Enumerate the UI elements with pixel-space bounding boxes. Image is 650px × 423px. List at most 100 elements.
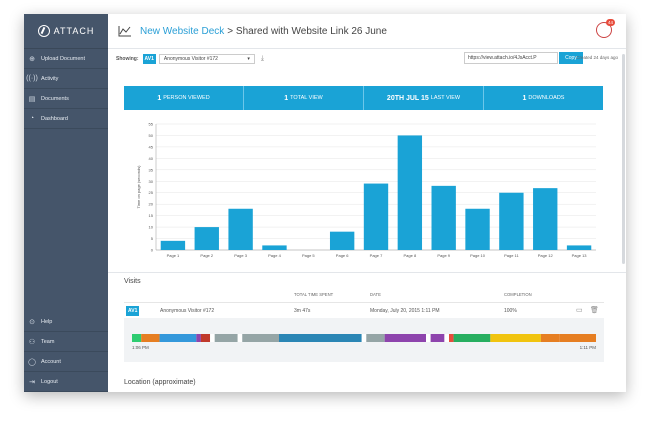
bar [533,188,558,250]
share-url-value: https://view.attach.io/4JsAcct.P [468,55,537,61]
col-completion: COMPLETION [504,292,532,297]
trash-icon[interactable]: 🗑 [590,307,599,314]
bar [397,135,423,250]
visits-header: TOTAL TIME SPENT DATE COMPLETION [124,292,604,300]
visit-completion: 100% [504,308,517,314]
bar [566,245,592,250]
main-content: New Website Deck > Shared with Website L… [108,14,626,392]
y-tick-label: 25 [149,190,154,195]
timeline-segment[interactable] [453,334,491,342]
col-date: DATE [370,292,381,297]
timeline-segment[interactable] [384,334,427,342]
page-title: > Shared with Website Link 26 June [227,25,387,37]
visit-avatar: AV1 [126,306,140,316]
y-tick-label: 40 [149,156,154,161]
y-tick-label: 30 [149,179,154,184]
timeline-segment[interactable] [159,334,197,342]
timeline-segment[interactable] [444,334,449,342]
timeline-segment[interactable] [237,334,243,342]
deck-link[interactable]: New Website Deck [140,25,225,37]
x-tick-label: Page 13 [572,253,588,258]
notification-bell-icon[interactable]: 44 [596,19,615,38]
y-axis-label: Time on page (seconds) [136,165,141,209]
timeline-segment[interactable] [361,334,367,342]
visit-name: Anonymous Visitor #172 [160,308,215,314]
x-tick-label: Page 9 [437,253,450,258]
timeline-segment[interactable] [214,334,238,342]
account-icon: ◯ [28,358,36,366]
showing-label: Showing: [116,56,139,62]
stat-value: 20TH JUL 15 [386,94,429,102]
y-tick-label: 45 [149,144,154,149]
sidebar-item-documents[interactable]: ▤ Documents [24,89,108,109]
stat-0: 1 PERSON VIEWED [124,86,244,110]
timeline-start: 1:06 PM [132,345,149,350]
sidebar-item-upload-document[interactable]: ⊕ Upload Document [24,49,108,69]
stat-value: 1 [522,94,527,102]
x-tick-label: Page 11 [504,253,519,258]
share-url-field[interactable]: https://view.attach.io/4JsAcct.P [464,52,558,64]
brand-name: ATTACH [53,26,95,36]
timeline-segment[interactable] [210,334,215,342]
sidebar-item-label: Activity [41,75,59,82]
timeline-segment[interactable] [559,334,596,342]
stat-1: 1 TOTAL VIEW [244,86,364,110]
timeline-segment[interactable] [141,334,160,342]
y-tick-label: 5 [151,236,154,241]
bar [228,208,253,250]
timeline-segment[interactable] [490,334,541,342]
visit-timeline: 1:06 PM 1:11 PM [124,318,604,362]
visitor-avatar: AV1 [142,54,156,64]
copy-button[interactable]: Copy [559,52,583,64]
visitor-select[interactable]: Anonymous Visitor #172 ▾ [158,54,255,64]
timeline-segment[interactable] [196,334,201,342]
timeline-segment[interactable] [540,334,560,342]
timeline-segment[interactable] [430,334,445,342]
timeline-segment[interactable] [242,334,280,342]
sidebar-item-label: Help [41,318,53,325]
logo[interactable]: ATTACH [24,14,108,49]
documents-icon: ▤ [28,95,36,103]
y-tick-label: 35 [149,167,154,172]
timeline-segment[interactable] [132,334,142,342]
stat-label: LAST VIEW [430,95,461,101]
timeline-segment[interactable] [279,334,362,342]
timeline-bar [132,334,596,342]
sidebar-item-logout[interactable]: ⇥ Logout [24,372,108,392]
timeline-segment[interactable] [366,334,385,342]
monitor-icon[interactable]: ▭ [576,307,583,314]
created-text: Created 24 days ago [576,55,618,60]
x-tick-label: Page 1 [167,253,180,258]
timeline-segment[interactable] [200,334,211,342]
sidebar-item-help[interactable]: ⊙ Help [24,312,108,332]
stat-3: 1 DOWNLOADS [484,86,603,110]
stats-bar: 1 PERSON VIEWED 1 TOTAL VIEW 20TH JUL 15 LAST… [124,86,603,110]
nav-top: ⊕ Upload Document ((·)) Activity ▤ Documents ◔… [24,49,108,129]
deck-chart-icon [118,26,131,37]
sidebar-item-dashboard[interactable]: ◔ Dashboard [24,109,108,129]
sidebar-item-label: Logout [41,378,58,385]
stat-value: 1 [157,94,162,102]
x-tick-label: Page 6 [336,253,349,258]
stat-label: TOTAL VIEW [290,95,323,101]
scrollbar[interactable] [622,54,625,264]
app-window: ATTACH ⊕ Upload Document ((·)) Activity ▤ Doc… [24,14,626,392]
timeline-end: 1:11 PM [579,345,596,350]
chevron-down-icon: ▾ [247,56,250,62]
sidebar-item-label: Upload Document [41,55,86,62]
bar [499,192,524,250]
sidebar-item-account[interactable]: ◯ Account [24,352,108,372]
stat-value: 1 [284,94,289,102]
sidebar-item-activity[interactable]: ((·)) Activity [24,69,108,89]
timeline-segment[interactable] [448,334,454,342]
stat-label: DOWNLOADS [528,95,565,101]
timeline-segment[interactable] [426,334,431,342]
dashboard-icon: ◔ [29,115,35,122]
download-icon[interactable]: ⤓ [260,55,264,62]
location-title: Location (approximate) [124,379,196,386]
stat-2: 20TH JUL 15 LAST VIEW [364,86,484,110]
bar [431,185,456,250]
x-tick-label: Page 5 [302,253,315,258]
upload-icon: ⊕ [29,55,35,63]
sidebar-item-team[interactable]: ⚇ Team [24,332,108,352]
